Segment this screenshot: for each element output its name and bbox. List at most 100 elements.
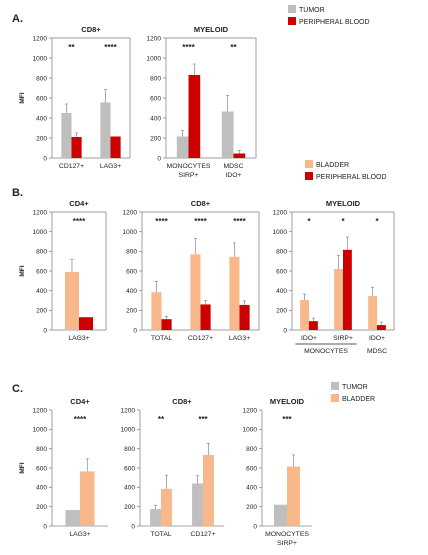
y-tick-label: 400 (150, 115, 161, 122)
legend-b: BLADDER PERIPHERAL BLOOD (305, 160, 387, 181)
y-tick-label: 600 (246, 465, 257, 472)
y-tick-label: 600 (150, 95, 161, 102)
significance-marker: * (307, 217, 311, 226)
significance-marker: **** (194, 217, 207, 226)
significance-marker: ** (68, 43, 75, 52)
bar-tumor (65, 510, 80, 526)
chart-title: CD4+ (70, 397, 90, 406)
y-tick-label: 1000 (273, 229, 288, 236)
x-tick-label: SIRP+ (333, 335, 353, 342)
y-tick-label: 0 (131, 523, 135, 530)
x-tick-label: MDSC (223, 163, 243, 170)
y-tick-label: 400 (36, 485, 47, 492)
legend-swatch (305, 160, 313, 168)
y-tick-label: 1200 (121, 407, 136, 414)
x-tick-label: IDO+ (225, 172, 241, 179)
y-tick-label: 600 (36, 268, 47, 275)
bar-peripheral-blood (377, 325, 386, 330)
bar-peripheral-blood (161, 319, 172, 330)
y-tick-label: 1200 (123, 209, 138, 216)
bar-tumor (221, 111, 234, 158)
y-tick-label: 800 (124, 446, 135, 453)
y-tick-label: 0 (157, 155, 161, 162)
chart-c-myeloid: MYELOID 0 200 400 600 800 1000 1200 *** MONOCYTES… (243, 397, 312, 547)
legend-label: BLADDER (342, 396, 375, 403)
y-tick-label: 0 (133, 327, 137, 334)
significance-marker: **** (182, 43, 195, 52)
group-label: MDSC (367, 348, 387, 355)
y-tick-label: 1000 (121, 427, 136, 434)
legend-label: TUMOR (299, 7, 325, 14)
bar-bladder (151, 292, 162, 330)
y-tick-label: 400 (124, 485, 135, 492)
chart-b-cd4: CD4+ 0 200 400 600 800 1000 1200 MFI **** LAG3+ (19, 199, 107, 342)
x-tick-label: SIRP+ (179, 172, 199, 179)
significance-marker: **** (104, 43, 117, 52)
bar-tumor (150, 509, 161, 526)
bar-bladder (368, 296, 377, 330)
y-tick-label: 800 (126, 249, 137, 256)
bar-tumor (192, 483, 203, 526)
y-tick-label: 800 (150, 75, 161, 82)
significance-marker: *** (198, 415, 208, 424)
chart-title: MYELOID (194, 25, 229, 34)
y-tick-label: 400 (126, 288, 137, 295)
y-tick-label: 200 (36, 135, 47, 142)
y-tick-label: 800 (246, 446, 257, 453)
section-label-c: C. (12, 383, 23, 395)
bar-peripheral-blood (239, 304, 250, 330)
y-tick-label: 200 (276, 308, 287, 315)
chart-a-cd8: CD8+ 0 200 400 600 800 1000 1200 MFI ** CD127+ ****… (19, 25, 131, 170)
x-tick-label: CD127+ (59, 163, 84, 170)
bar-tumor (274, 504, 287, 526)
y-tick-label: 800 (36, 249, 47, 256)
y-tick-label: 200 (150, 135, 161, 142)
legend-label: PERIPHERAL BLOOD (316, 174, 387, 181)
chart-title: CD8+ (172, 397, 192, 406)
group-label: MONOCYTES (304, 348, 348, 355)
y-tick-label: 1000 (243, 427, 258, 434)
legend-label: PERIPHERAL BLOOD (299, 19, 370, 26)
significance-marker: **** (74, 415, 87, 424)
legend-swatch (288, 17, 296, 25)
y-axis-label: MFI (19, 92, 26, 103)
x-tick-label: MONOCYTES (265, 531, 309, 538)
y-tick-label: 1000 (33, 55, 48, 62)
legend-a: TUMOR PERIPHERAL BLOOD (288, 5, 370, 26)
y-tick-label: 0 (283, 327, 287, 334)
chart-b-myeloid: MYELOID 0 200 400 600 800 1000 1200 * IDO+ * SIRP+ *… (273, 199, 395, 355)
x-tick-label: CD127+ (188, 335, 213, 342)
significance-marker: **** (233, 217, 246, 226)
bar-bladder (80, 471, 95, 526)
y-tick-label: 400 (246, 485, 257, 492)
y-tick-label: 1200 (33, 407, 48, 414)
legend-label: TUMOR (342, 384, 368, 391)
y-tick-label: 1000 (147, 55, 162, 62)
significance-marker: ** (158, 415, 165, 424)
y-tick-label: 400 (36, 115, 47, 122)
legend-swatch (331, 394, 339, 402)
legend-swatch (305, 172, 313, 180)
chart-a-myeloid: MYELOID 0 200 400 600 800 1000 1200 **** MONOCYTE… (147, 25, 257, 179)
chart-title: CD4+ (69, 199, 89, 208)
y-tick-label: 1200 (243, 407, 258, 414)
chart-title: CD8+ (81, 25, 101, 34)
y-axis-label: MFI (19, 462, 26, 473)
y-tick-label: 0 (43, 523, 47, 530)
significance-marker: *** (282, 415, 292, 424)
y-tick-label: 1000 (33, 427, 48, 434)
y-tick-label: 200 (36, 504, 47, 511)
x-tick-label: IDO+ (301, 335, 317, 342)
chart-b-cd8: CD8+ 0 200 400 600 800 1000 1200 **** TOTAL **** CD… (123, 199, 260, 342)
x-tick-label: LAG3+ (68, 335, 89, 342)
chart-title: CD8+ (191, 199, 211, 208)
bar-bladder (190, 254, 201, 330)
legend-c: TUMOR BLADDER (331, 382, 375, 403)
y-tick-label: 800 (276, 249, 287, 256)
y-tick-label: 600 (124, 465, 135, 472)
y-tick-label: 0 (43, 155, 47, 162)
bar-peripheral-blood (343, 249, 352, 330)
y-tick-label: 600 (36, 465, 47, 472)
